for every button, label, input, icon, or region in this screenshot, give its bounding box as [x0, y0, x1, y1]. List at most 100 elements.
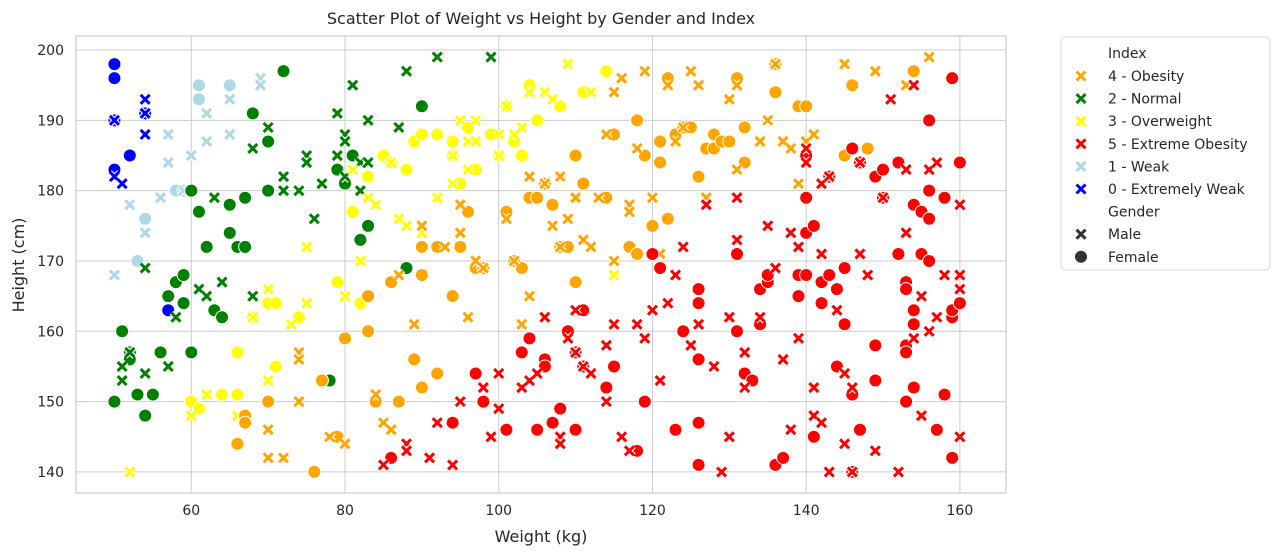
- point-male-extreme-obesity: [753, 310, 767, 324]
- point-female-normal: [184, 183, 199, 198]
- point-male-extreme-obesity: [646, 303, 659, 317]
- point-female-weak: [191, 92, 206, 107]
- point-male-extreme-obesity: [884, 92, 898, 106]
- point-male-overweight: [523, 85, 536, 99]
- point-male-overweight: [123, 465, 137, 479]
- point-male-normal: [392, 121, 406, 134]
- legend-label: 0 - Extremely Weak: [1108, 182, 1246, 198]
- point-male-normal: [300, 156, 313, 169]
- point-female-obesity: [906, 64, 921, 79]
- point-female-extreme-obesity: [822, 268, 837, 283]
- point-male-extreme-obesity: [938, 268, 951, 282]
- point-female-extreme-obesity: [668, 422, 683, 437]
- point-male-obesity: [277, 451, 290, 465]
- point-male-weak: [161, 128, 175, 141]
- point-male-obesity: [523, 289, 536, 303]
- point-male-extreme-obesity: [838, 437, 851, 451]
- point-male-overweight: [561, 57, 575, 71]
- point-female-obesity: [445, 289, 460, 304]
- point-male-overweight: [461, 163, 475, 176]
- point-male-weak: [254, 78, 267, 92]
- point-male-overweight: [346, 163, 360, 176]
- point-male-overweight: [469, 114, 483, 127]
- point-female-extreme-obesity: [553, 401, 568, 416]
- point-male-extreme-obesity: [653, 374, 667, 387]
- point-male-normal: [246, 142, 260, 155]
- point-male-extreme-obesity: [400, 444, 413, 458]
- legend-index-title: Index: [1108, 46, 1147, 62]
- point-male-overweight: [453, 114, 467, 127]
- point-male-normal: [277, 170, 290, 183]
- point-female-extreme-obesity: [906, 317, 921, 332]
- point-female-extreme-obesity: [791, 289, 806, 304]
- point-male-extreme-obesity: [676, 240, 690, 254]
- point-female-obesity: [660, 211, 675, 226]
- point-male-extreme-obesity: [738, 381, 752, 394]
- point-male-extreme-obesity: [661, 296, 675, 310]
- point-female-obesity: [391, 394, 406, 409]
- point-male-obesity: [323, 430, 336, 444]
- point-male-overweight: [584, 85, 598, 99]
- point-male-extreme-obesity: [953, 268, 967, 282]
- plot-frame: [75, 35, 1007, 494]
- point-female-weak: [191, 78, 206, 93]
- point-male-obesity: [761, 114, 775, 127]
- legend-label: 1 - Weak: [1108, 159, 1170, 175]
- point-female-obesity: [799, 99, 814, 114]
- point-male-overweight: [369, 198, 383, 212]
- point-female-obesity: [453, 239, 468, 254]
- point-male-extreme-obesity: [738, 346, 752, 359]
- point-male-normal: [115, 374, 129, 387]
- point-female-normal: [261, 183, 276, 198]
- point-male-obesity: [569, 191, 582, 205]
- point-male-weak: [223, 92, 237, 106]
- point-male-extreme-obesity: [869, 444, 882, 458]
- point-female-normal: [353, 232, 368, 247]
- point-male-overweight: [607, 268, 621, 282]
- point-male-extremely-weak: [138, 106, 152, 120]
- point-female-extreme-obesity: [937, 190, 952, 205]
- point-male-normal: [292, 184, 306, 198]
- point-female-extreme-obesity: [945, 71, 960, 86]
- point-male-obesity: [638, 64, 652, 78]
- legend-marker-female: [1075, 250, 1087, 263]
- point-female-normal: [145, 387, 160, 402]
- point-male-obesity: [615, 71, 629, 85]
- point-female-obesity: [645, 218, 660, 233]
- point-female-overweight: [361, 169, 376, 184]
- point-male-obesity: [769, 57, 782, 71]
- point-female-obesity: [568, 148, 583, 163]
- point-male-extreme-obesity: [377, 458, 390, 472]
- point-female-extreme-obesity: [445, 415, 460, 430]
- point-female-obesity: [860, 141, 875, 156]
- point-female-extreme-obesity: [876, 162, 891, 177]
- point-female-extreme-obesity: [653, 261, 668, 276]
- point-male-extreme-obesity: [792, 331, 805, 345]
- point-male-extreme-obesity: [561, 331, 575, 345]
- point-male-obesity: [661, 78, 675, 92]
- point-male-overweight: [430, 191, 444, 205]
- point-male-obesity: [630, 142, 644, 155]
- point-male-extreme-obesity: [692, 317, 705, 331]
- point-male-obesity: [507, 254, 521, 268]
- point-male-obesity: [453, 198, 467, 212]
- point-male-obesity: [546, 219, 559, 233]
- legend-marker-male: [1074, 227, 1088, 241]
- point-female-obesity: [230, 436, 245, 451]
- point-male-obesity: [669, 135, 682, 148]
- point-female-overweight: [445, 134, 460, 149]
- point-female-extreme-obesity: [691, 457, 706, 472]
- point-male-extreme-obesity: [776, 353, 790, 366]
- point-female-extreme-obesity: [922, 211, 937, 226]
- point-male-extreme-obesity: [784, 226, 798, 240]
- point-female-normal: [238, 239, 253, 254]
- point-male-overweight: [446, 149, 459, 162]
- point-female-extreme-obesity: [922, 113, 937, 128]
- point-male-obesity: [838, 57, 851, 71]
- point-female-normal: [215, 310, 230, 325]
- point-female-obesity: [361, 324, 376, 339]
- point-female-normal: [107, 394, 122, 409]
- point-female-normal: [130, 387, 145, 402]
- point-male-extreme-obesity: [861, 268, 874, 282]
- point-female-extreme-obesity: [937, 387, 952, 402]
